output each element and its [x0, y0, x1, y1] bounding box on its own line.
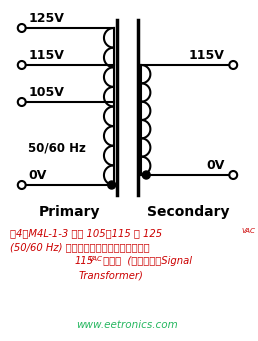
Text: 輸出。  (圖片來源：Signal: 輸出。 (圖片來源：Signal [100, 256, 192, 266]
Circle shape [142, 171, 150, 179]
Circle shape [108, 181, 116, 189]
Text: VAC: VAC [89, 256, 103, 262]
Text: 50/60 Hz: 50/60 Hz [28, 142, 86, 154]
Text: 125V: 125V [29, 12, 64, 25]
Text: 0V: 0V [29, 169, 47, 182]
Text: 0V: 0V [206, 159, 224, 172]
Text: 图4：M4L-1-3 接受 105、115 和 125: 图4：M4L-1-3 接受 105、115 和 125 [10, 228, 162, 238]
Text: (50/60 Hz) 的輸入電壓，同時在次級側提供: (50/60 Hz) 的輸入電壓，同時在次級側提供 [10, 242, 149, 252]
Text: VAC: VAC [241, 228, 255, 234]
Text: www.eetronics.com: www.eetronics.com [77, 320, 178, 330]
Text: 115V: 115V [188, 49, 224, 62]
Text: 105V: 105V [29, 86, 64, 99]
Text: Primary: Primary [38, 205, 100, 219]
Text: Transformer): Transformer) [79, 270, 144, 280]
Text: 115: 115 [74, 256, 93, 266]
Text: Secondary: Secondary [147, 205, 229, 219]
Text: 115V: 115V [29, 49, 64, 62]
